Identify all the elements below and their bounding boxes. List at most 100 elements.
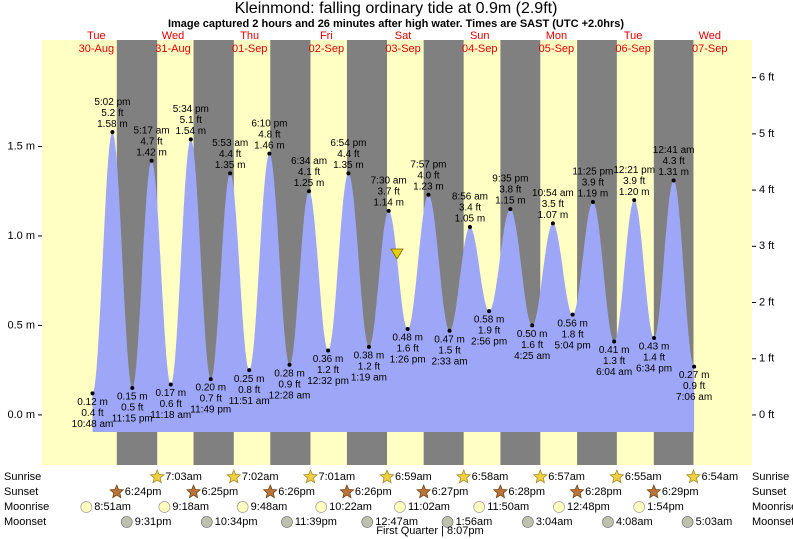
moonset-time: 4:08am (616, 516, 653, 528)
row-label: Moonrise (752, 501, 793, 513)
moonset-icon (441, 516, 454, 528)
tide-label: 5:53 am (212, 138, 248, 149)
tide-label: 0.50 m (517, 329, 548, 340)
tide-label: 4.3 ft (662, 156, 684, 167)
tide-point (90, 391, 95, 396)
y2-tick-label: 6 ft (759, 72, 774, 84)
tide-label: 1.3 ft (603, 356, 625, 367)
moonset-time: 3:04am (536, 516, 573, 528)
day-name: Sun (470, 30, 490, 42)
sunset-time: 6:26pm (278, 486, 315, 498)
y2-tick-label: 3 ft (759, 240, 774, 252)
current-tide-marker (390, 248, 404, 260)
tide-point (612, 339, 617, 344)
sunrise-time: 6:55am (625, 471, 662, 483)
tide-label: 6:34 pm (636, 364, 672, 375)
y2-tick-label: 2 ft (759, 296, 774, 308)
day-name: Fri (320, 30, 333, 42)
tide-label: 11:15 pm (112, 414, 153, 425)
tide-label: 0.41 m (599, 345, 630, 356)
tide-label: 0.6 ft (160, 399, 182, 410)
sunrise-icon (379, 469, 395, 484)
day-date: 05-Sep (539, 43, 574, 55)
tide-label: 8:56 am (452, 192, 488, 203)
sunrise-icon (456, 469, 472, 484)
day-name: Thu (240, 30, 259, 42)
tide-label: 0.25 m (234, 374, 265, 385)
tide-label: 0.5 ft (121, 403, 143, 414)
tide-label: 1.8 ft (561, 329, 583, 340)
moonset-time: 5:03am (696, 516, 733, 528)
tide-label: 7:30 am (371, 176, 407, 187)
sunset-icon (416, 484, 432, 499)
moonrise-time: 12:48pm (567, 501, 610, 513)
moonset-icon (681, 516, 694, 528)
sunset-icon (262, 484, 278, 499)
tide-label: 1.2 ft (358, 362, 380, 373)
tide-label: 6:54 pm (330, 138, 366, 149)
tide-area (92, 132, 695, 432)
tide-label: 4.8 ft (258, 129, 280, 140)
tide-label: 12:28 am (269, 390, 311, 401)
tide-label: 5:34 pm (173, 104, 209, 115)
sunset-time: 6:24pm (125, 486, 162, 498)
day-name: Tue (87, 30, 106, 42)
sunset-icon (492, 484, 508, 499)
tide-label: 1.6 ft (521, 340, 543, 351)
tide-label: 1.19 m (578, 189, 609, 200)
tide-label: 12:21 pm (613, 165, 655, 176)
sunrise-time: 7:02am (242, 471, 279, 483)
sunrise-icon (685, 469, 701, 484)
tide-label: 5:17 am (133, 125, 169, 136)
tide-point (208, 377, 213, 382)
tide-label: 1.4 ft (643, 353, 665, 364)
tide-label: 1.5 ft (438, 345, 460, 356)
tide-label: 11:49 pm (190, 405, 231, 416)
tide-point (188, 137, 193, 142)
tide-point (366, 344, 371, 349)
moonrise-time: 11:02am (408, 501, 450, 513)
sunrise-time: 6:58am (472, 471, 509, 483)
moonrise-icon (553, 501, 565, 513)
day-date: 04-Sep (462, 43, 497, 55)
chart-subtitle: Image captured 2 hours and 26 minutes af… (168, 18, 624, 30)
tide-label: 10:48 am (72, 419, 114, 430)
tide-point (508, 207, 513, 212)
tide-label: 12:41 am (653, 145, 695, 156)
sunset-icon (646, 484, 662, 499)
moonset-icon (361, 516, 374, 528)
row-label: Moonset (4, 516, 46, 528)
tide-label: 0.17 m (155, 388, 186, 399)
tide-point (447, 328, 452, 333)
tide-label: 5:04 pm (555, 340, 591, 351)
tide-label: 3.5 ft (542, 199, 564, 210)
sunset-time: 6:25pm (202, 486, 239, 498)
moonset-time: 1:56am (456, 516, 493, 528)
day-name: Tue (624, 30, 643, 42)
moonrise-time: 9:18am (172, 501, 209, 513)
sunset-time: 6:29pm (662, 486, 699, 498)
row-label: Sunrise (752, 471, 789, 483)
tide-label: 11:18 am (150, 410, 191, 421)
y2-tick-label: 0 ft (759, 409, 774, 421)
tide-point (149, 158, 154, 163)
row-label: Moonset (752, 516, 793, 528)
sunset-icon (339, 484, 355, 499)
day-date: 30-Aug (79, 43, 114, 55)
tide-point (487, 309, 492, 314)
tide-point (326, 348, 331, 353)
sunrise-icon (609, 469, 625, 484)
tide-label: 0.20 m (195, 383, 226, 394)
tide-point (405, 327, 410, 331)
tide-label: 1.15 m (495, 196, 526, 207)
sunrise-time: 6:59am (395, 471, 432, 483)
chart-title: Kleinmond: falling ordinary tide at 0.9m… (235, 0, 558, 17)
tide-point (267, 151, 272, 156)
tide-point (287, 362, 292, 367)
tide-label: 0.58 m (474, 315, 505, 326)
tide-label: 4.4 ft (219, 149, 241, 160)
tide-label: 0.38 m (354, 351, 385, 362)
moonset-time: 10:34pm (215, 516, 258, 528)
tide-label: 4.4 ft (337, 149, 359, 160)
tide-label: 1.46 m (254, 140, 285, 151)
